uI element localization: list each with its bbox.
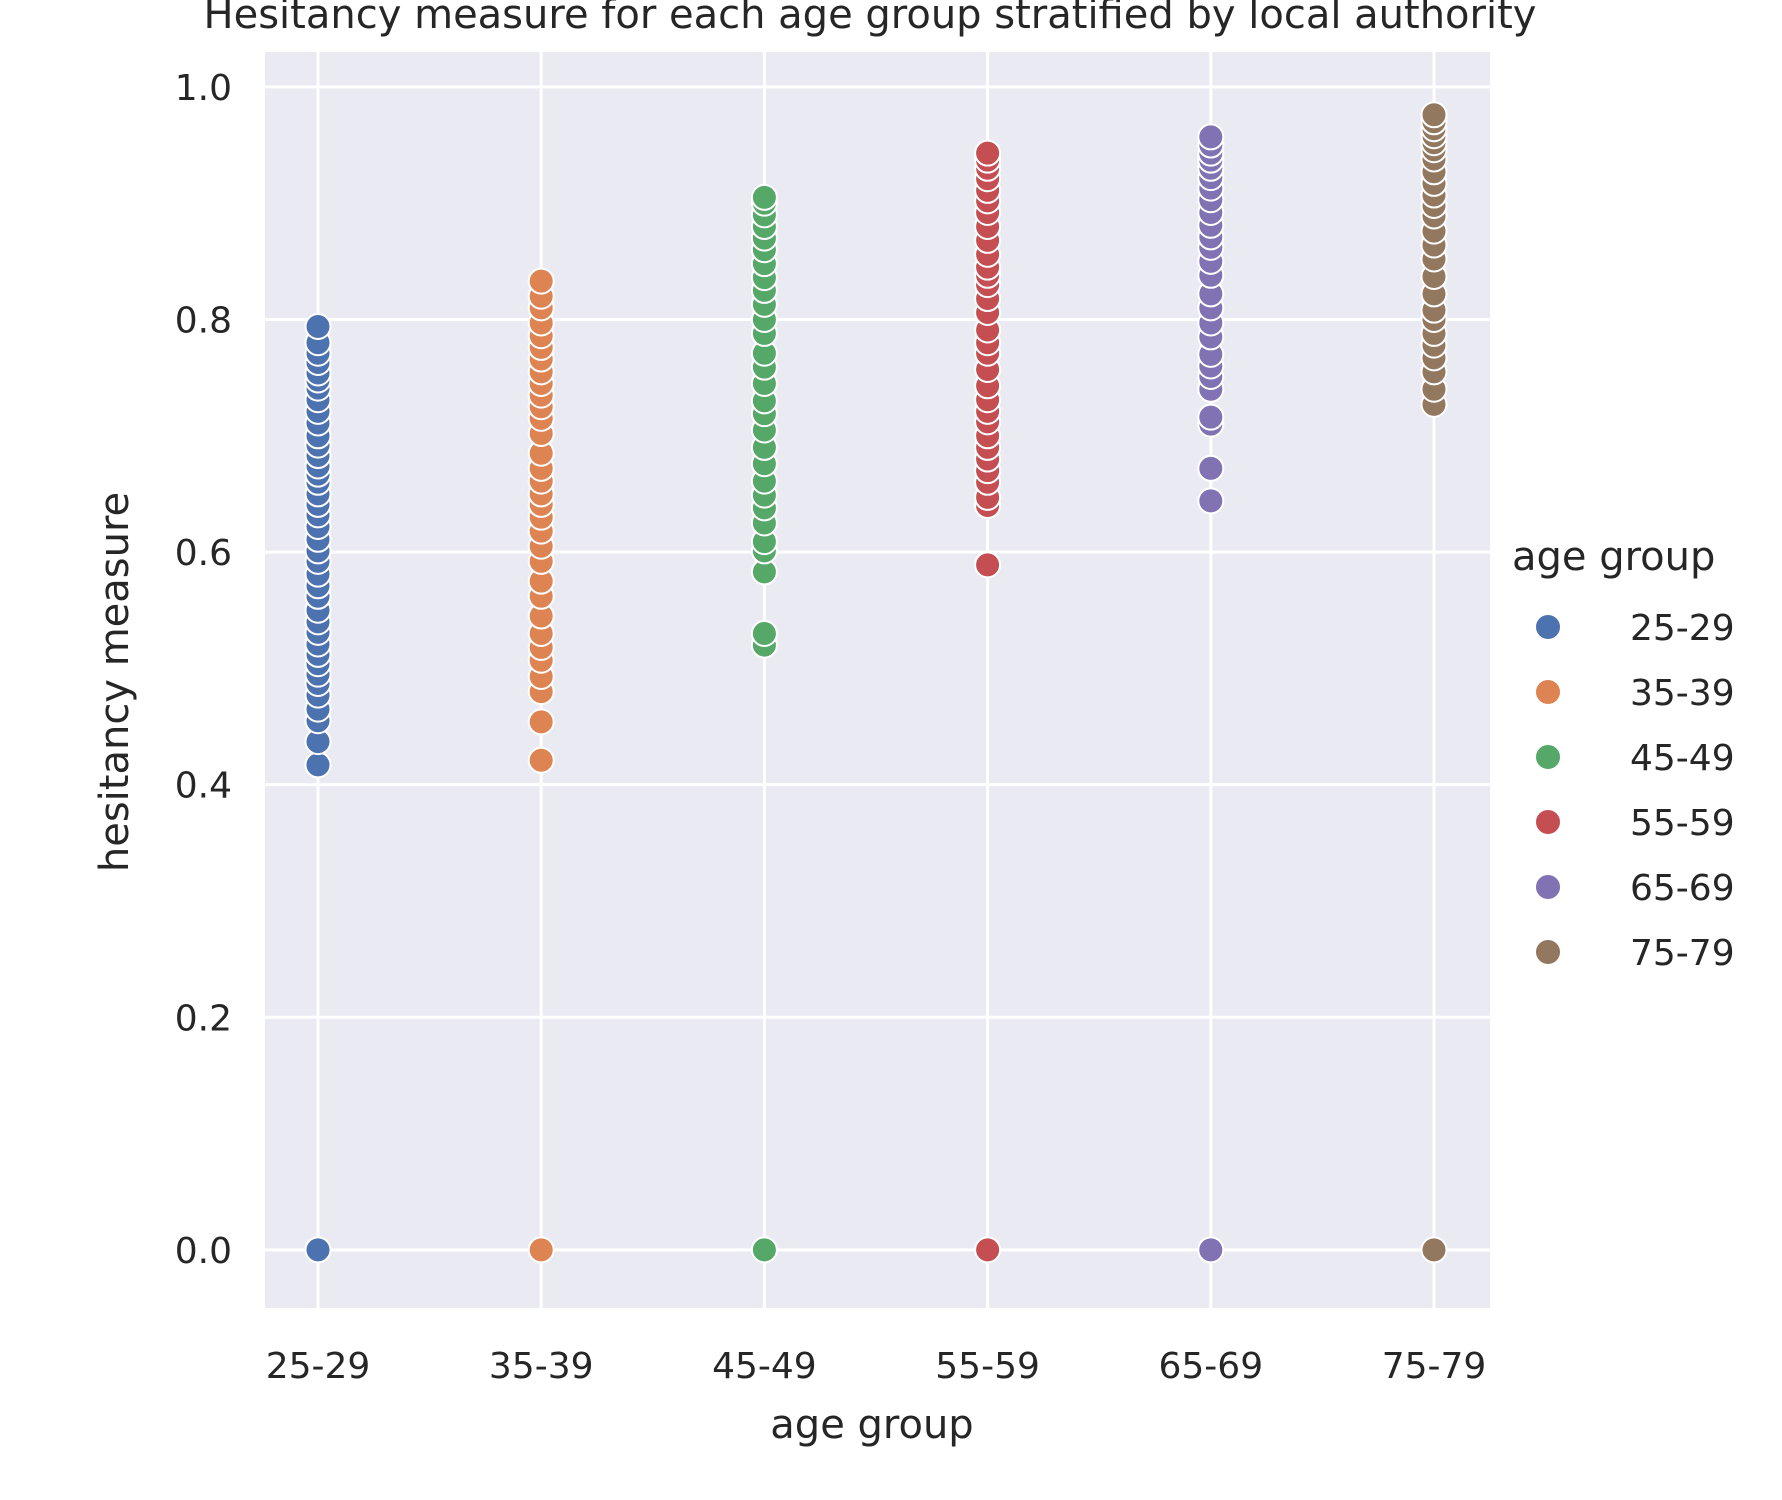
data-point (750, 1236, 778, 1264)
data-point (304, 1236, 332, 1264)
x-tick-labels: 25-29 35-39 45-49 55-59 65-69 75-79 (266, 1346, 1487, 1387)
y-tick-label: 0.0 (175, 1231, 232, 1272)
data-point (1197, 403, 1225, 431)
y-tick-label: 0.4 (175, 766, 232, 807)
legend-marker (1534, 938, 1562, 966)
y-axis-label: hesitancy measure (92, 492, 138, 872)
x-tick-label: 75-79 (1382, 1346, 1487, 1387)
plot-background (265, 52, 1490, 1308)
legend-label: 45-49 (1630, 738, 1735, 779)
data-point (527, 708, 555, 736)
legend-marker (1534, 678, 1562, 706)
data-point (974, 139, 1002, 167)
legend-label: 75-79 (1630, 933, 1735, 974)
data-point (750, 619, 778, 647)
legend-title: age group (1512, 534, 1715, 580)
data-point (304, 312, 332, 340)
y-tick-labels: 0.0 0.2 0.4 0.6 0.8 1.0 (175, 68, 232, 1272)
data-point (1420, 101, 1448, 129)
legend-marker (1534, 873, 1562, 901)
legend-label: 25-29 (1630, 608, 1735, 649)
x-axis-label: age group (770, 1402, 973, 1448)
y-tick-label: 0.2 (175, 998, 232, 1039)
data-point (527, 1236, 555, 1264)
y-tick-label: 0.6 (175, 533, 232, 574)
y-tick-label: 1.0 (175, 68, 232, 109)
data-point (1197, 487, 1225, 515)
data-point (1420, 1236, 1448, 1264)
x-tick-label: 55-59 (935, 1346, 1040, 1387)
data-point (1197, 123, 1225, 151)
legend-marker (1534, 808, 1562, 836)
legend-marker (1534, 743, 1562, 771)
data-point (1197, 1236, 1225, 1264)
x-tick-label: 35-39 (489, 1346, 594, 1387)
legend-label: 35-39 (1630, 673, 1735, 714)
data-points (304, 101, 1448, 1264)
data-point (527, 267, 555, 295)
legend-marker (1534, 613, 1562, 641)
data-point (304, 751, 332, 779)
data-point (1197, 454, 1225, 482)
data-point (974, 551, 1002, 579)
legend-items: 25-29 35-39 45-49 55-59 65-69 75-79 (1534, 608, 1735, 974)
legend-label: 55-59 (1630, 803, 1735, 844)
x-tick-label: 45-49 (712, 1346, 817, 1387)
data-point (750, 183, 778, 211)
chart-title: Hesitancy measure for each age group str… (204, 0, 1537, 38)
data-point (974, 1236, 1002, 1264)
legend-label: 65-69 (1630, 868, 1735, 909)
x-tick-label: 25-29 (266, 1346, 371, 1387)
data-point (527, 746, 555, 774)
y-tick-label: 0.8 (175, 300, 232, 341)
x-tick-label: 65-69 (1158, 1346, 1263, 1387)
legend: age group 25-29 35-39 45-49 55-59 65-69 75-79 (1512, 534, 1735, 974)
